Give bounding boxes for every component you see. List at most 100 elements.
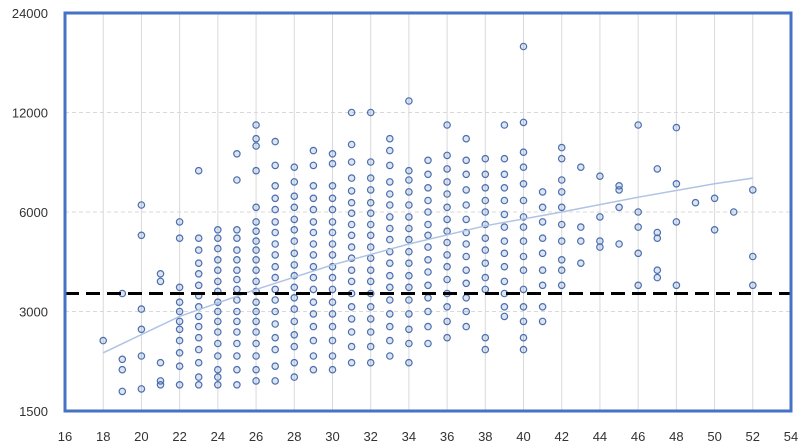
data-point (424, 196, 432, 205)
data-point (233, 226, 241, 234)
data-point (194, 234, 203, 243)
data-point (309, 310, 318, 318)
x-tick-label: 34 (402, 429, 416, 444)
data-point (557, 266, 566, 275)
data-point (710, 194, 719, 203)
data-point (443, 151, 451, 160)
data-point (194, 333, 203, 342)
data-point (385, 352, 394, 360)
data-point (175, 325, 184, 334)
x-tick-label: 20 (134, 429, 148, 444)
data-point (175, 218, 184, 226)
plot-frame (63, 11, 793, 413)
data-point (443, 275, 451, 284)
data-point (481, 285, 490, 294)
data-point (462, 252, 471, 261)
x-tick-label: 38 (478, 429, 492, 444)
data-point (405, 188, 413, 196)
x-tick-label: 54 (784, 429, 798, 444)
data-point (366, 254, 375, 263)
data-point (271, 285, 280, 294)
data-point (500, 154, 509, 163)
data-point (194, 246, 203, 254)
data-point (271, 262, 280, 271)
data-point (653, 165, 662, 173)
data-point (118, 355, 127, 364)
data-point (175, 283, 184, 292)
y-axis-ticks: 1500 3000 6000 12000 24000 (12, 6, 48, 419)
data-point (271, 296, 280, 304)
data-point (424, 156, 432, 165)
data-point (252, 377, 260, 385)
data-point (233, 365, 241, 374)
data-point (615, 203, 623, 212)
data-point (328, 352, 337, 360)
data-point (347, 277, 356, 286)
data-point (385, 322, 394, 331)
data-point (385, 178, 394, 186)
data-point (424, 322, 432, 331)
x-tick-label: 50 (707, 429, 721, 444)
data-point (328, 285, 337, 294)
x-tick-label: 30 (325, 429, 339, 444)
data-point (424, 220, 432, 229)
data-point (424, 243, 432, 251)
data-point (385, 213, 394, 221)
data-point (366, 358, 375, 367)
data-point (271, 345, 280, 354)
data-point (214, 277, 222, 286)
y-tick-label: 12000 (12, 106, 48, 121)
data-point (519, 42, 528, 51)
data-point (653, 273, 662, 282)
data-point (366, 315, 375, 323)
data-point (596, 213, 604, 221)
data-point (252, 339, 260, 348)
data-point (481, 234, 490, 243)
data-point (328, 365, 337, 374)
data-point (462, 170, 471, 179)
data-point (443, 178, 451, 186)
data-point (462, 201, 471, 209)
data-point (405, 201, 413, 209)
data-point (405, 259, 413, 268)
data-point (156, 269, 165, 278)
data-point (500, 312, 509, 321)
x-tick-label: 32 (363, 429, 377, 444)
data-point (233, 255, 241, 264)
data-point (252, 352, 260, 360)
data-point (194, 166, 203, 175)
data-point (538, 281, 547, 290)
data-point (405, 235, 413, 244)
data-point (290, 163, 299, 172)
data-point (366, 220, 375, 229)
data-point (214, 352, 222, 360)
data-point (194, 322, 203, 331)
data-point (481, 184, 490, 192)
data-point (252, 227, 260, 236)
data-point (443, 203, 451, 212)
data-point (405, 310, 413, 318)
data-point (328, 194, 337, 203)
data-point (309, 161, 318, 170)
data-point (347, 243, 356, 251)
data-point (194, 373, 203, 381)
data-point (194, 380, 203, 389)
data-point (385, 201, 394, 209)
data-point (519, 196, 528, 205)
data-point (500, 249, 509, 258)
data-point (252, 328, 260, 336)
data-point (252, 166, 260, 175)
data-point (557, 281, 566, 290)
data-point (214, 380, 222, 389)
data-point (481, 259, 490, 268)
data-point (538, 266, 547, 275)
data-point (290, 215, 299, 224)
data-point (271, 205, 280, 214)
data-point (596, 237, 604, 245)
data-point (462, 156, 471, 165)
data-point (309, 336, 318, 345)
data-point (615, 240, 623, 248)
data-point (194, 358, 203, 367)
data-point (175, 317, 184, 326)
